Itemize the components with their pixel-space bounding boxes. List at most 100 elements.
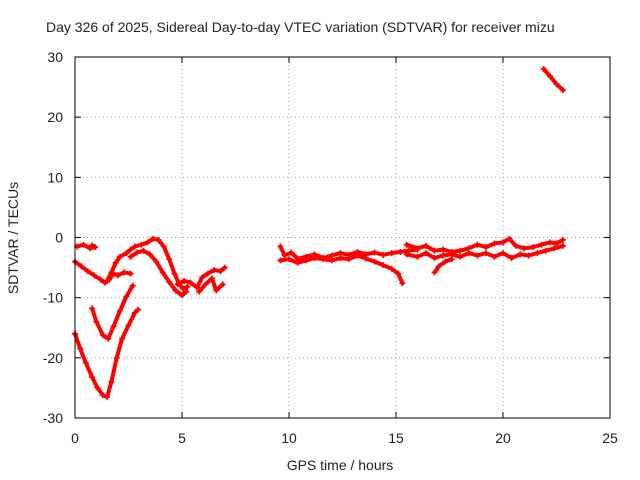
data-point	[113, 354, 120, 361]
data-point	[500, 239, 506, 246]
data-point	[431, 254, 438, 261]
data-point	[403, 241, 410, 248]
data-point	[363, 255, 370, 262]
y-tick-label: 10	[47, 169, 63, 185]
data-point	[131, 243, 138, 250]
data-point	[181, 277, 188, 284]
data-point	[371, 258, 378, 265]
data-point	[97, 276, 104, 283]
data-point	[153, 258, 160, 265]
chart-title: Day 326 of 2025, Sidereal Day-to-day VTE…	[46, 19, 555, 35]
data-point	[320, 256, 327, 263]
data-point	[517, 251, 524, 258]
data-point	[538, 241, 545, 248]
data-point	[388, 250, 395, 257]
data-point	[92, 244, 99, 251]
data-point	[184, 283, 191, 290]
data-point	[399, 280, 406, 287]
data-point	[166, 256, 173, 263]
data-point	[431, 247, 438, 254]
data-point	[183, 288, 190, 295]
data-point	[448, 256, 455, 263]
data-point	[288, 249, 295, 256]
data-trace	[432, 257, 454, 275]
data-point	[180, 285, 187, 292]
data-point	[559, 236, 566, 243]
x-tick-label: 5	[178, 430, 186, 446]
data-point	[123, 250, 130, 257]
data-point	[208, 275, 215, 282]
data-point	[482, 244, 489, 251]
data-point	[403, 251, 410, 258]
data-point	[155, 236, 162, 243]
data-point	[116, 307, 123, 314]
data-point	[354, 252, 361, 259]
x-tick-label: 25	[602, 430, 618, 446]
data-point	[474, 252, 481, 259]
data-point	[108, 269, 115, 276]
data-point	[521, 245, 528, 252]
data-point	[221, 264, 228, 271]
data-point	[414, 245, 421, 252]
data-point	[219, 281, 226, 288]
data-point	[542, 247, 549, 254]
y-tick-label: 30	[47, 49, 63, 65]
data-point	[78, 263, 85, 270]
data-trace	[541, 67, 565, 93]
data-point	[213, 287, 220, 294]
data-point	[547, 239, 554, 246]
data-point	[311, 254, 318, 261]
data-point	[84, 268, 91, 275]
x-tick-label: 0	[71, 430, 79, 446]
data-point	[204, 270, 211, 277]
data-point	[146, 251, 153, 258]
data-point	[127, 253, 134, 260]
data-point	[127, 246, 134, 253]
data-point	[196, 288, 203, 295]
data-point	[529, 244, 536, 251]
data-point	[108, 378, 115, 385]
data-point	[525, 252, 532, 259]
data-point	[540, 66, 547, 73]
data-point	[422, 242, 429, 249]
data-point	[553, 81, 560, 88]
data-point	[193, 284, 200, 291]
data-point	[202, 281, 209, 288]
data-point	[559, 87, 566, 94]
data-point	[104, 393, 111, 400]
y-tick-label: -30	[43, 410, 63, 426]
data-point	[397, 248, 404, 255]
data-point	[547, 73, 554, 80]
data-point	[125, 322, 132, 329]
data-point	[380, 251, 387, 258]
data-point	[457, 247, 464, 254]
data-trace	[90, 283, 135, 341]
data-point	[508, 254, 515, 261]
data-point	[512, 242, 519, 249]
data-point	[294, 259, 301, 266]
data-point	[431, 269, 438, 276]
plot-frame	[74, 56, 611, 419]
x-tick-label: 10	[281, 430, 297, 446]
data-point	[414, 253, 421, 260]
data-point	[442, 258, 449, 265]
data-point	[465, 250, 472, 257]
data-point	[114, 272, 121, 279]
data-point	[121, 269, 128, 276]
data-point	[405, 247, 412, 254]
data-point	[131, 309, 138, 316]
data-point	[435, 263, 442, 270]
data-point	[551, 245, 558, 252]
data-point	[82, 359, 89, 366]
data-point	[110, 323, 117, 330]
data-point	[395, 270, 402, 277]
data-point	[105, 335, 112, 342]
data-point	[440, 246, 447, 253]
y-tick-label: -20	[43, 350, 63, 366]
data-point	[116, 253, 123, 260]
data-point	[174, 281, 181, 288]
data-point	[91, 272, 98, 279]
data-trace	[128, 248, 189, 298]
data-point	[127, 270, 134, 277]
